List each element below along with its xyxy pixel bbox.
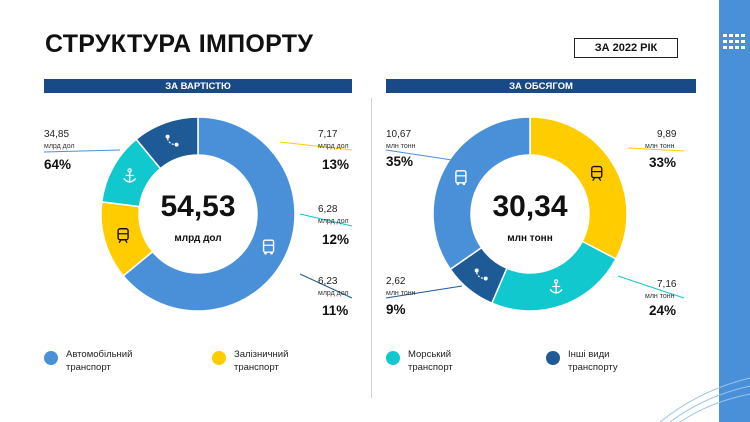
value-label-sea: 6,28 (318, 204, 338, 215)
legend-rail-line2: транспорт (234, 362, 279, 373)
value-label-rail: 7,17 (318, 129, 338, 140)
donut-slice-train-1 (529, 116, 628, 260)
center-value-value: 54,53 (160, 190, 236, 223)
legend-other-line2: транспорту (568, 362, 618, 373)
slice-truck-icon-0 (262, 239, 275, 255)
percent-label-auto: 64% (44, 157, 72, 172)
percent-label-rail: 13% (322, 157, 350, 172)
value-label-auto-volume: 10,67 (386, 129, 412, 140)
leader-line-anchor-0 (299, 213, 353, 227)
unit-label-sea-volume: млн тонн (645, 293, 675, 300)
unit-label-sea: млрд дол (318, 218, 349, 225)
unit-label-other-volume: млн тонн (386, 290, 416, 297)
slice-route-icon-0 (165, 134, 179, 147)
unit-label-auto: млрд дол (44, 143, 75, 150)
center-value-volume: 30,34 (492, 190, 568, 223)
percent-label-other: 11% (322, 303, 349, 318)
unit-label-other: млрд дол (318, 290, 349, 297)
legend-auto-line2: транспорт (66, 362, 111, 373)
percent-label-other-volume: 9% (386, 302, 406, 317)
percent-label-auto-volume: 35% (386, 154, 414, 169)
unit-label-rail: млрд дол (318, 143, 349, 150)
slice-truck-icon-1 (455, 170, 467, 186)
percent-label-sea-volume: 24% (649, 303, 677, 318)
year-badge: ЗА 2022 РІК (574, 38, 678, 58)
decorative-arc-lines (660, 377, 750, 422)
legend-sea-line1: Морський (408, 349, 452, 360)
leader-line-route-0 (299, 273, 353, 299)
legend-anchor-icon (386, 351, 400, 365)
section-header-value: ЗА ВАРТІСТЮ (44, 79, 352, 93)
unit-label-auto-volume: млн тонн (386, 143, 416, 150)
logo-grid-icon (723, 34, 745, 49)
center-unit-value: млрд дол (174, 233, 222, 244)
unit-label-rail-volume: млн тонн (645, 143, 675, 150)
donut-slice-truck-0 (122, 116, 296, 312)
value-label-sea-volume: 7,16 (657, 279, 677, 290)
legend-item-other: Інші види транспорту (568, 348, 663, 374)
legend-route-icon (546, 351, 560, 365)
legend-sea-line2: транспорт (408, 362, 453, 373)
value-label-other-volume: 2,62 (386, 276, 406, 287)
donut-slice-truck-1 (432, 116, 531, 271)
leader-line-route-1 (385, 285, 463, 299)
legend-item-auto: Автомобільний транспорт (66, 348, 161, 374)
legend-item-rail: Залізничний транспорт (234, 348, 329, 374)
value-label-auto: 34,85 (44, 129, 70, 140)
leader-line-anchor-1 (617, 275, 685, 299)
slice-anchor-icon-1 (549, 279, 563, 294)
center-unit-volume: млн тонн (507, 233, 553, 244)
donut-slice-route-0 (135, 116, 199, 170)
slice-route-icon-1 (474, 268, 488, 281)
section-divider (371, 98, 372, 398)
section-header-volume: ЗА ОБСЯГОМ (386, 79, 696, 93)
percent-label-rail-volume: 33% (649, 155, 677, 170)
page-title: СТРУКТУРА ІМПОРТУ (45, 30, 314, 58)
slice-anchor-icon-0 (123, 168, 137, 183)
legend-truck-icon (44, 351, 58, 365)
value-label-other: 6,23 (318, 276, 338, 287)
percent-label-sea: 12% (322, 232, 350, 247)
slice-train-icon-1 (591, 165, 603, 181)
decorative-side-stripe (719, 0, 750, 422)
legend-rail-line1: Залізничний (234, 349, 289, 360)
leader-line-train-1 (627, 147, 685, 152)
donut-slice-anchor-1 (490, 240, 617, 312)
leader-line-truck-0 (43, 149, 121, 153)
legend-other-line1: Інші види (568, 349, 610, 360)
leader-line-truck-1 (385, 149, 453, 161)
value-label-rail-volume: 9,89 (657, 129, 677, 140)
legend-item-sea: Морський транспорт (408, 348, 503, 374)
leader-line-train-0 (279, 141, 353, 151)
legend-auto-line1: Автомобільний (66, 349, 133, 360)
slice-train-icon-0 (117, 228, 129, 244)
legend-train-icon (212, 351, 226, 365)
